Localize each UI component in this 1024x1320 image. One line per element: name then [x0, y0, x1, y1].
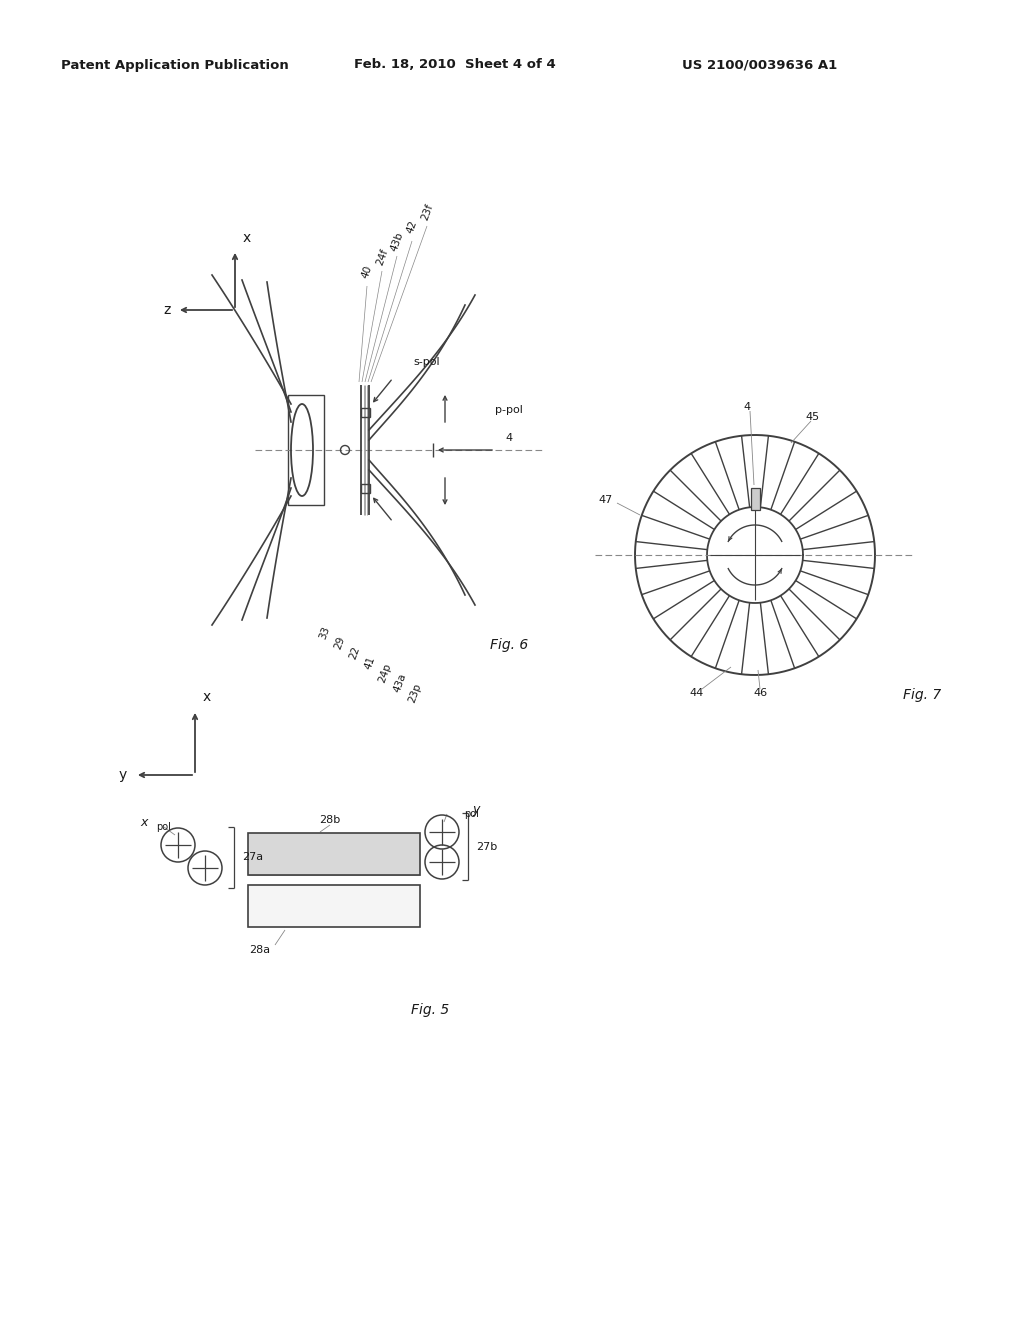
Text: Fig. 7: Fig. 7 — [903, 688, 941, 702]
Text: 28b: 28b — [319, 814, 341, 825]
Text: US 2100/0039636 A1: US 2100/0039636 A1 — [682, 58, 838, 71]
Text: 33: 33 — [318, 626, 332, 642]
Text: 22: 22 — [348, 645, 361, 661]
Text: 4: 4 — [505, 433, 512, 444]
Text: y: y — [119, 768, 127, 781]
Bar — [751, 488, 760, 510]
Text: y: y — [472, 804, 479, 817]
Text: 27a: 27a — [242, 853, 263, 862]
Text: 28a: 28a — [250, 945, 270, 954]
Text: s-pol: s-pol — [413, 356, 439, 367]
Text: 40: 40 — [360, 264, 374, 280]
Text: 24p: 24p — [377, 661, 393, 684]
Text: 44: 44 — [690, 688, 705, 698]
Text: Feb. 18, 2010  Sheet 4 of 4: Feb. 18, 2010 Sheet 4 of 4 — [354, 58, 556, 71]
Text: 43a: 43a — [392, 672, 408, 694]
Text: 29: 29 — [333, 635, 347, 651]
Text: pol: pol — [464, 809, 479, 818]
Text: 4: 4 — [743, 403, 751, 412]
Text: Patent Application Publication: Patent Application Publication — [61, 58, 289, 71]
Text: x: x — [140, 817, 148, 829]
Bar — [248, 833, 420, 875]
Text: 27b: 27b — [476, 842, 498, 851]
Bar — [248, 884, 420, 927]
Text: 45: 45 — [806, 412, 820, 422]
Bar — [288, 395, 324, 506]
Text: Fig. 5: Fig. 5 — [411, 1003, 450, 1016]
Text: Fig. 6: Fig. 6 — [490, 638, 528, 652]
Text: 23p: 23p — [407, 682, 423, 704]
Bar — [360, 408, 370, 417]
Text: 47: 47 — [599, 495, 613, 506]
Text: 23f: 23f — [420, 202, 434, 222]
Text: 43b: 43b — [389, 231, 406, 253]
Text: 46: 46 — [753, 688, 767, 698]
Text: 42: 42 — [406, 219, 419, 235]
Bar — [360, 483, 370, 492]
Text: z: z — [163, 304, 171, 317]
Text: pol: pol — [156, 822, 171, 832]
Text: x: x — [203, 690, 211, 704]
Text: x: x — [243, 231, 251, 246]
Text: 41: 41 — [364, 655, 377, 671]
Text: p-pol: p-pol — [495, 405, 523, 414]
Text: 24f: 24f — [375, 247, 389, 267]
